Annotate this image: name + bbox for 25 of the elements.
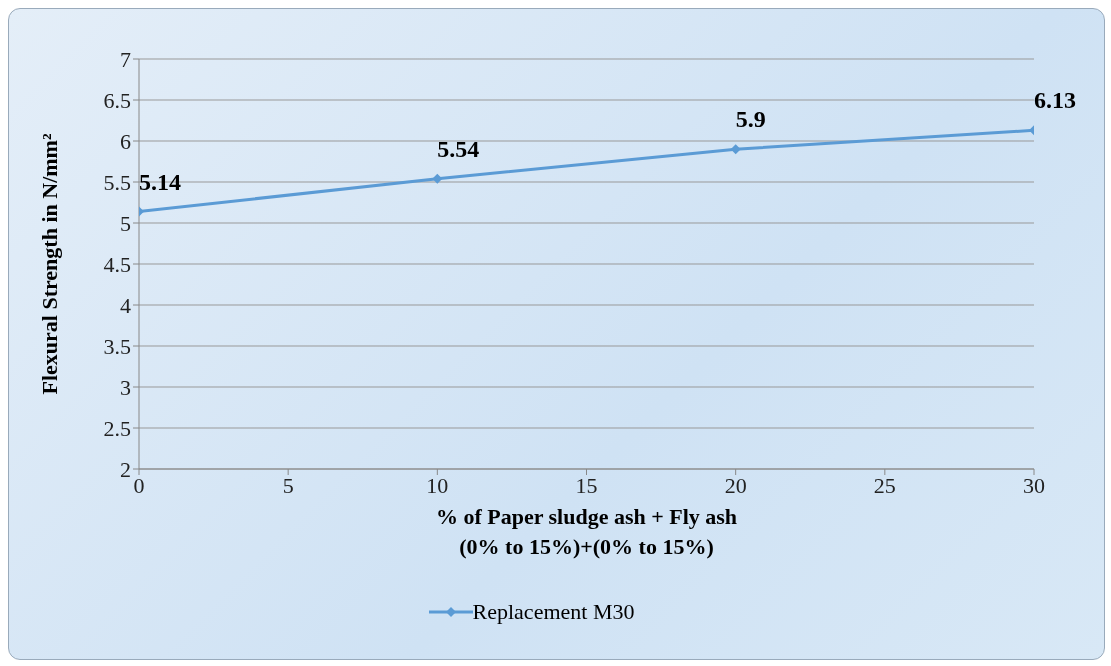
y-tick-label: 7 xyxy=(120,46,131,72)
x-tick-label: 25 xyxy=(873,472,896,498)
x-tick-label: 20 xyxy=(724,472,747,498)
x-tick-label: 5 xyxy=(282,472,294,498)
x-tick-label: 10 xyxy=(426,472,449,498)
y-tick-label: 3.5 xyxy=(103,333,131,359)
y-tick-label: 6 xyxy=(120,128,131,154)
y-tick-label: 4.5 xyxy=(103,251,131,277)
data-label: 5.54 xyxy=(437,135,480,162)
data-label: 5.9 xyxy=(735,106,766,133)
y-tick-label: 2 xyxy=(120,456,131,482)
x-tick-label: 30 xyxy=(1023,472,1045,498)
y-tick-label: 3 xyxy=(120,374,131,400)
y-tick-label: 5 xyxy=(120,210,131,236)
y-axis-title: Flexural Strength in N/mm² xyxy=(36,133,62,395)
y-tick-label: 6.5 xyxy=(103,87,131,113)
data-label: 6.13 xyxy=(1034,87,1076,114)
x-tick-label: 15 xyxy=(575,472,598,498)
y-tick-label: 2.5 xyxy=(103,415,131,441)
y-tick-label: 5.5 xyxy=(103,169,131,195)
x-tick-label: 0 xyxy=(133,472,145,498)
data-label: 5.14 xyxy=(139,168,181,195)
y-tick-label: 4 xyxy=(120,292,131,318)
x-axis-title: % of Paper sludge ash + Fly ash (0% to 15%)+(0% to 15%) xyxy=(435,504,738,559)
legend-label: Replacement M30 xyxy=(471,599,635,625)
